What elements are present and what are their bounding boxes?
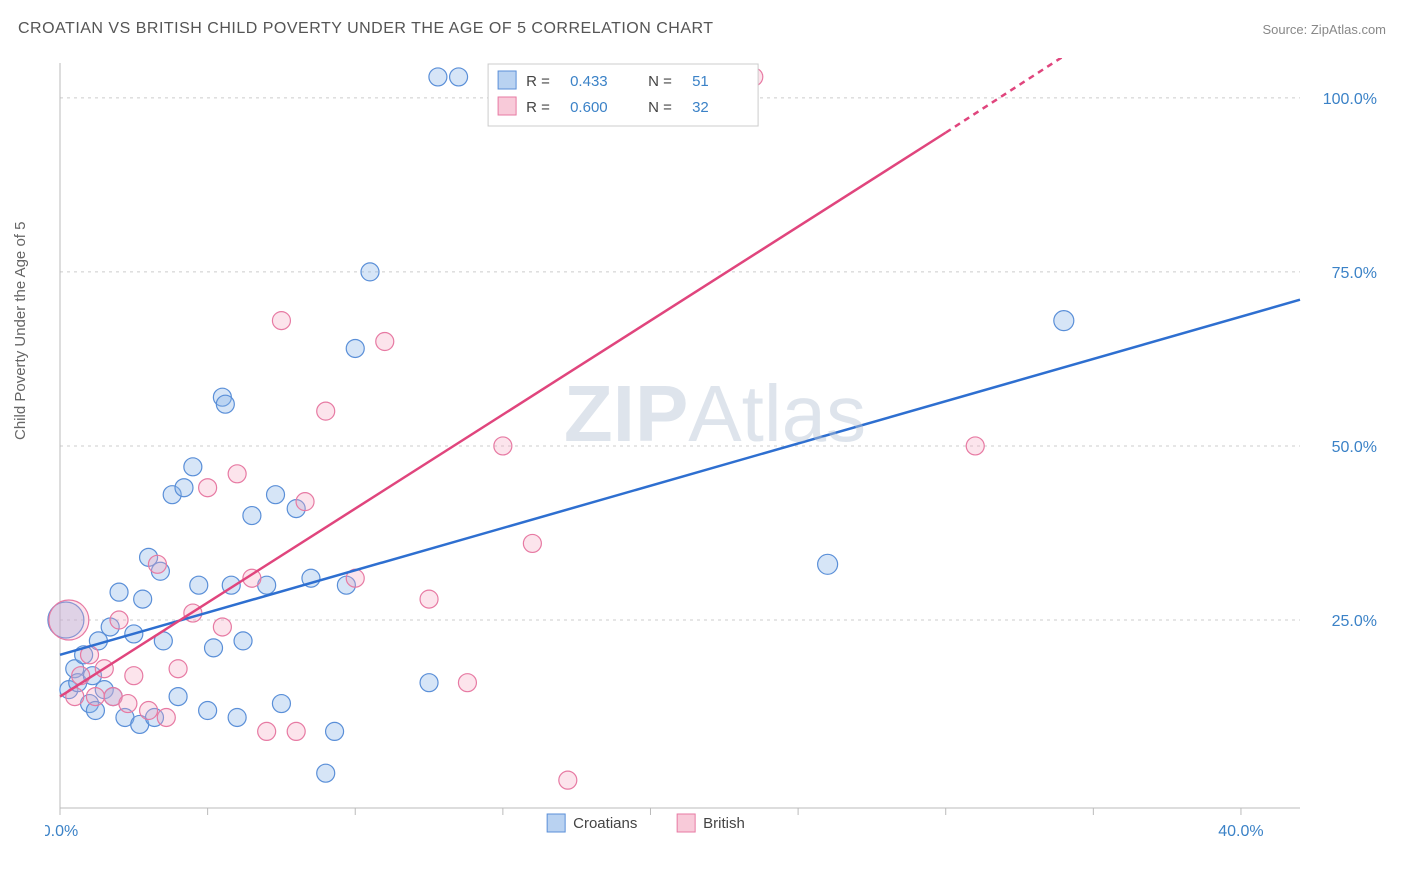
data-point	[243, 507, 261, 525]
y-tick-label: 50.0%	[1332, 439, 1377, 456]
data-point	[157, 708, 175, 726]
legend-n-label: N =	[648, 73, 672, 90]
data-point	[234, 632, 252, 650]
data-point	[140, 702, 158, 720]
legend-swatch	[547, 814, 565, 832]
series-legend: Croatians British	[547, 814, 745, 832]
data-point	[494, 437, 512, 455]
data-point	[148, 555, 166, 573]
y-tick-label: 75.0%	[1332, 265, 1377, 282]
data-point	[559, 771, 577, 789]
data-point	[458, 674, 476, 692]
data-point	[258, 722, 276, 740]
data-point	[199, 479, 217, 497]
data-point	[272, 312, 290, 330]
y-tick-label: 100.0%	[1323, 91, 1377, 108]
data-point	[429, 68, 447, 86]
data-point	[317, 402, 335, 420]
data-point	[966, 437, 984, 455]
data-point	[110, 611, 128, 629]
data-point	[376, 333, 394, 351]
data-point	[228, 708, 246, 726]
data-point	[169, 660, 187, 678]
data-point	[86, 688, 104, 706]
series-british	[49, 68, 984, 789]
data-point	[272, 695, 290, 713]
data-point	[267, 486, 285, 504]
legend-n-value: 51	[692, 73, 709, 90]
data-point	[818, 554, 838, 574]
chart-title: CROATIAN VS BRITISH CHILD POVERTY UNDER …	[18, 20, 714, 38]
data-point	[326, 722, 344, 740]
y-tick-label: 25.0%	[1332, 613, 1377, 630]
legend-r-label: R =	[526, 73, 550, 90]
regression-line	[60, 133, 946, 697]
data-point	[216, 395, 234, 413]
data-point	[134, 590, 152, 608]
legend-n-label: N =	[648, 99, 672, 116]
data-point	[110, 583, 128, 601]
legend-label: British	[703, 815, 745, 832]
legend-r-value: 0.433	[570, 73, 608, 90]
data-point	[420, 674, 438, 692]
data-point	[296, 493, 314, 511]
data-point	[205, 639, 223, 657]
legend-r-value: 0.600	[570, 99, 608, 116]
data-point	[175, 479, 193, 497]
legend-swatch	[677, 814, 695, 832]
legend-label: Croatians	[573, 815, 637, 832]
data-point	[361, 263, 379, 281]
data-point	[169, 688, 187, 706]
scatter-chart: 0.0% 40.0% 25.0% 50.0% 75.0% 100.0% R = 0.433 N …	[45, 58, 1385, 848]
legend-r-label: R =	[526, 99, 550, 116]
data-point	[199, 702, 217, 720]
data-point	[125, 667, 143, 685]
data-point	[420, 590, 438, 608]
data-point	[49, 600, 89, 640]
legend-swatch	[498, 71, 516, 89]
chart-area: ZIPAtlas 0.0%40.0%25.0%50.0%75.0%100.0%R…	[45, 58, 1385, 848]
legend-swatch	[498, 97, 516, 115]
data-point	[1054, 311, 1074, 331]
data-point	[317, 764, 335, 782]
stats-legend: R = 0.433 N = 51 R = 0.600 N = 32	[488, 64, 758, 126]
data-point	[523, 534, 541, 552]
data-point	[228, 465, 246, 483]
data-point	[287, 722, 305, 740]
data-point	[184, 458, 202, 476]
data-point	[190, 576, 208, 594]
legend-n-value: 32	[692, 99, 709, 116]
x-tick-label: 40.0%	[1218, 823, 1263, 840]
data-point	[450, 68, 468, 86]
y-axis-label: Child Poverty Under the Age of 5	[12, 222, 29, 440]
x-tick-label: 0.0%	[45, 823, 78, 840]
data-point	[346, 339, 364, 357]
regression-line-dashed	[946, 58, 1064, 133]
source-attribution: Source: ZipAtlas.com	[1262, 22, 1386, 37]
data-point	[213, 618, 231, 636]
data-point	[119, 695, 137, 713]
series-croatians	[48, 68, 1074, 782]
